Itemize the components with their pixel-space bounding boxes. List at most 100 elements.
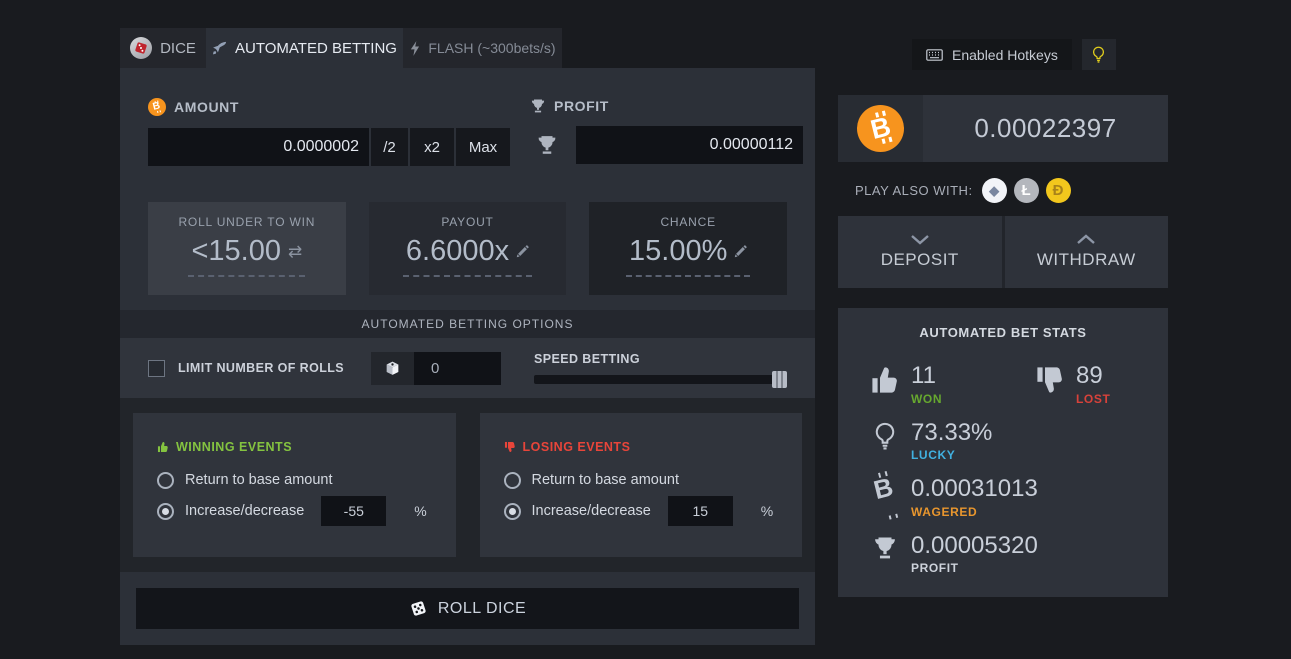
limit-rolls-checkbox[interactable]	[148, 359, 165, 377]
losing-events-title: LOSING EVENTS	[522, 440, 631, 454]
roll-dice-button[interactable]: ROLL DICE	[136, 588, 799, 629]
losing-events-panel: LOSING EVENTS Return to base amount Incr…	[479, 413, 802, 557]
withdraw-label: WITHDRAW	[1036, 250, 1136, 269]
losing-return-radio[interactable]	[503, 471, 521, 489]
chance-value[interactable]: 15.00%	[626, 235, 751, 277]
lucky-label: LUCKY	[911, 448, 956, 463]
winning-events-panel: WINNING EVENTS Return to base amount Inc…	[133, 413, 456, 557]
stats-title: AUTOMATED BET STATS	[919, 325, 1087, 340]
automated-options-row: LIMIT NUMBER OF ROLLS SPEED BETTING	[120, 338, 815, 398]
withdraw-button[interactable]: WITHDRAW	[1005, 216, 1169, 288]
payout-value[interactable]: 6.6000x	[402, 235, 533, 277]
thumbs-up-icon	[868, 362, 902, 406]
roll-under-value[interactable]: <15.00 ⇄	[188, 235, 306, 277]
bitcoin-icon: B	[857, 105, 904, 152]
keyboard-icon	[926, 48, 943, 61]
rolls-count-input[interactable]	[414, 351, 502, 385]
litecoin-icon[interactable]: Ł	[1013, 178, 1039, 203]
limit-rolls-label: LIMIT NUMBER OF ROLLS	[178, 361, 345, 375]
winning-increase-radio[interactable]	[157, 502, 174, 520]
hint-bulb-button[interactable]	[1081, 39, 1116, 70]
lightbulb-icon	[868, 419, 902, 463]
trophy-icon	[536, 134, 560, 156]
automated-bet-stats-panel: AUTOMATED BET STATS 11 WON	[838, 308, 1168, 597]
lucky-value: 73.33%	[911, 418, 993, 446]
lost-value: 89	[1076, 362, 1103, 389]
speed-betting-label: SPEED BETTING	[534, 352, 640, 366]
double-amount-button[interactable]: x2	[410, 128, 454, 166]
deposit-label: DEPOSIT	[880, 250, 959, 269]
winning-events-title: WINNING EVENTS	[176, 440, 293, 454]
dice-cube-icon	[371, 351, 415, 385]
profit-input[interactable]	[576, 126, 803, 164]
balance-panel[interactable]: B 0.00022397	[838, 95, 1168, 162]
stat-won: 11 WON	[838, 362, 1003, 406]
divider	[1001, 216, 1005, 288]
main-column: DICE AUTOMATED BETTING FLASH (~300bets/s…	[120, 0, 815, 645]
tab-dice-label: DICE	[160, 39, 196, 57]
rolls-input-group	[371, 351, 502, 385]
roll-under-label: ROLL UNDER TO WIN	[178, 215, 316, 229]
profit-stat-label: PROFIT	[911, 561, 959, 576]
bet-controls-panel: B AMOUNT /2 x2 Max	[120, 68, 815, 310]
roll-dice-label: ROLL DICE	[437, 599, 527, 617]
winning-return-radio[interactable]	[157, 471, 174, 489]
thumbs-down-icon	[1033, 362, 1067, 406]
ethereum-icon[interactable]: ◆	[981, 178, 1007, 203]
hotkeys-button[interactable]: Enabled Hotkeys	[912, 39, 1072, 70]
stat-lost: 89 LOST	[1003, 362, 1168, 406]
winning-increase-label: Increase/decrease	[185, 503, 305, 519]
edit-pencil-icon[interactable]	[734, 245, 748, 258]
trophy-icon	[530, 98, 546, 114]
swap-icon[interactable]: ⇄	[287, 241, 303, 261]
chance-label: CHANCE	[660, 215, 716, 229]
roll-dice-section: ROLL DICE	[120, 572, 815, 645]
sidebar: Enabled Hotkeys B 0.00022397 PLAY ALSO W…	[838, 0, 1168, 645]
balance-value: 0.00022397	[974, 113, 1117, 143]
bitcoin-icon: B	[148, 98, 166, 116]
profit-label-row: PROFIT	[530, 98, 803, 114]
bolt-icon	[409, 40, 420, 56]
play-also-label: PLAY ALSO WITH:	[855, 183, 973, 198]
max-amount-button[interactable]: Max	[456, 128, 510, 166]
sidebar-topbar: Enabled Hotkeys	[838, 39, 1168, 70]
amount-label-row: B AMOUNT	[148, 98, 510, 116]
betting-content: B AMOUNT /2 x2 Max	[120, 68, 815, 645]
automated-options-header: AUTOMATED BETTING OPTIONS	[120, 310, 815, 338]
speed-slider[interactable]	[534, 371, 787, 388]
dogecoin-icon[interactable]: Ð	[1045, 178, 1071, 203]
payout-box: PAYOUT 6.6000x	[368, 202, 567, 295]
chevron-down-icon	[910, 234, 930, 245]
rocket-icon	[212, 41, 227, 56]
deposit-button[interactable]: DEPOSIT	[838, 216, 1002, 288]
lost-label: LOST	[1076, 391, 1111, 406]
page: DICE AUTOMATED BETTING FLASH (~300bets/s…	[0, 0, 1291, 645]
won-value: 11	[911, 362, 936, 389]
amount-input[interactable]	[148, 128, 369, 166]
speed-slider-handle[interactable]	[772, 371, 787, 388]
stat-profit: 0.00005320 PROFIT	[838, 531, 1168, 576]
losing-increase-label: Increase/decrease	[531, 503, 651, 519]
edit-pencil-icon[interactable]	[516, 245, 529, 258]
amount-label: AMOUNT	[174, 99, 240, 115]
losing-increase-radio[interactable]	[503, 502, 521, 520]
tab-auto-label: AUTOMATED BETTING	[235, 39, 397, 57]
chevron-up-icon	[1076, 234, 1096, 245]
profit-stat-value: 0.00005320	[911, 531, 1038, 559]
events-row: WINNING EVENTS Return to base amount Inc…	[120, 413, 815, 557]
dice-icon	[130, 37, 153, 59]
tab-dice[interactable]: DICE	[120, 28, 206, 68]
bitcoin-balance-icon-cell: B	[838, 95, 923, 162]
winning-percent-input[interactable]	[321, 496, 387, 526]
die-icon	[409, 599, 428, 618]
winning-percent-sign: %	[414, 503, 427, 519]
wagered-value: 0.00031013	[911, 475, 1038, 503]
play-also-row: PLAY ALSO WITH: ◆ Ł Ð	[838, 178, 1168, 203]
half-amount-button[interactable]: /2	[371, 128, 408, 166]
payout-label: PAYOUT	[441, 215, 494, 229]
won-label: WON	[911, 391, 943, 406]
tab-flash-label: FLASH (~300bets/s)	[428, 40, 556, 56]
tab-flash[interactable]: FLASH (~300bets/s)	[403, 28, 562, 68]
tab-automated-betting[interactable]: AUTOMATED BETTING	[206, 28, 403, 68]
losing-percent-input[interactable]	[667, 496, 733, 526]
